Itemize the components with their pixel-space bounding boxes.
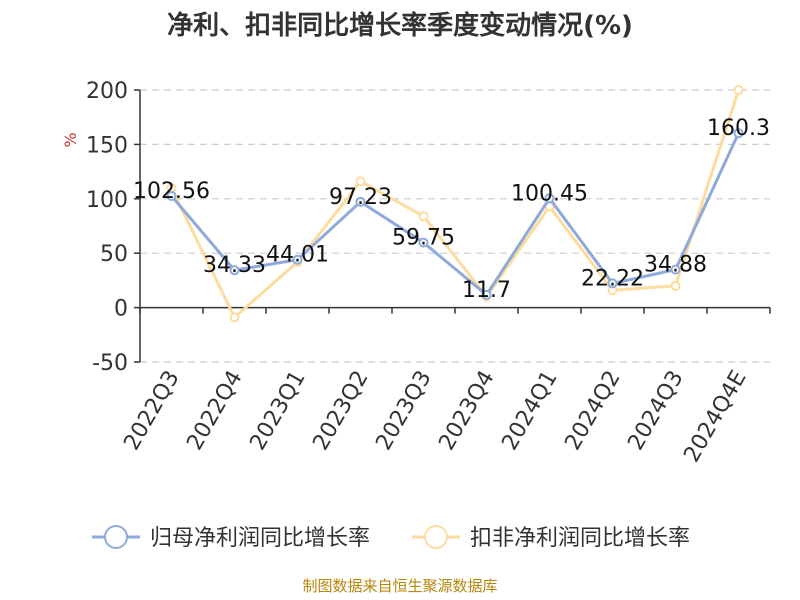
data-point[interactable] <box>292 254 303 265</box>
x-tick-label: 2023Q2 <box>308 367 373 455</box>
data-label: 44.01 <box>266 243 329 268</box>
data-point[interactable] <box>544 193 555 204</box>
y-tick-label: 50 <box>100 242 128 267</box>
data-point[interactable] <box>229 265 240 276</box>
x-tick-label: 2024Q1 <box>497 367 562 455</box>
data-source: 制图数据来自恒生聚源数据库 <box>302 577 497 595</box>
chart-title: 净利、扣非同比增长率季度变动情况(%) <box>167 10 633 41</box>
y-tick-label: 100 <box>86 188 128 213</box>
data-point[interactable] <box>481 289 492 300</box>
y-unit-label: % <box>61 132 80 147</box>
x-tick-label: 2023Q4 <box>434 367 499 455</box>
data-point[interactable] <box>607 278 618 289</box>
data-point[interactable] <box>229 312 240 323</box>
x-tick-label: 2022Q4 <box>182 367 247 455</box>
data-label: 34.33 <box>203 253 266 278</box>
legend-item-1[interactable]: 扣非净利润同比增长率 <box>412 525 690 551</box>
data-point[interactable] <box>733 85 744 95</box>
data-label: 160.3 <box>707 116 770 141</box>
legend-label: 归母净利润同比增长率 <box>150 526 370 551</box>
series-line-1 <box>170 89 740 319</box>
data-label: 59.75 <box>392 226 455 251</box>
x-tick-label: 2022Q3 <box>119 367 184 455</box>
x-tick-label: 2023Q3 <box>371 367 436 455</box>
x-tick-label: 2024Q2 <box>560 367 625 455</box>
data-point[interactable] <box>355 176 366 187</box>
data-point[interactable] <box>733 128 744 139</box>
data-point[interactable] <box>670 280 681 291</box>
grid-lines <box>140 89 770 363</box>
data-label: 11.7 <box>462 278 511 303</box>
y-tick-label: 200 <box>86 79 128 104</box>
legend-marker <box>424 525 448 549</box>
series-layer <box>166 85 744 323</box>
y-tick-label: 0 <box>114 297 128 322</box>
y-tick-label: 150 <box>86 133 128 158</box>
data-label: 22.22 <box>581 266 644 291</box>
data-point[interactable] <box>355 196 366 207</box>
legend-marker <box>104 525 128 549</box>
x-tick-label: 2024Q3 <box>623 367 688 455</box>
data-point[interactable] <box>418 237 429 248</box>
legend-item-0[interactable]: 归母净利润同比增长率 <box>92 525 370 551</box>
data-point[interactable] <box>166 191 177 202</box>
data-label: 97.23 <box>329 185 392 210</box>
series-line-0 <box>170 132 740 297</box>
x-tick-label: 2024Q4E <box>679 367 751 467</box>
data-point[interactable] <box>670 264 681 275</box>
data-label: 34.88 <box>644 253 707 278</box>
legend-label: 扣非净利润同比增长率 <box>470 526 690 551</box>
x-tick-label: 2023Q1 <box>245 367 310 455</box>
y-tick-label: -50 <box>92 351 128 376</box>
data-label: 102.56 <box>133 179 210 204</box>
data-label: 100.45 <box>511 181 588 206</box>
legend[interactable]: 归母净利润同比增长率 扣非净利润同比增长率 <box>92 525 690 551</box>
data-point[interactable] <box>418 211 429 222</box>
